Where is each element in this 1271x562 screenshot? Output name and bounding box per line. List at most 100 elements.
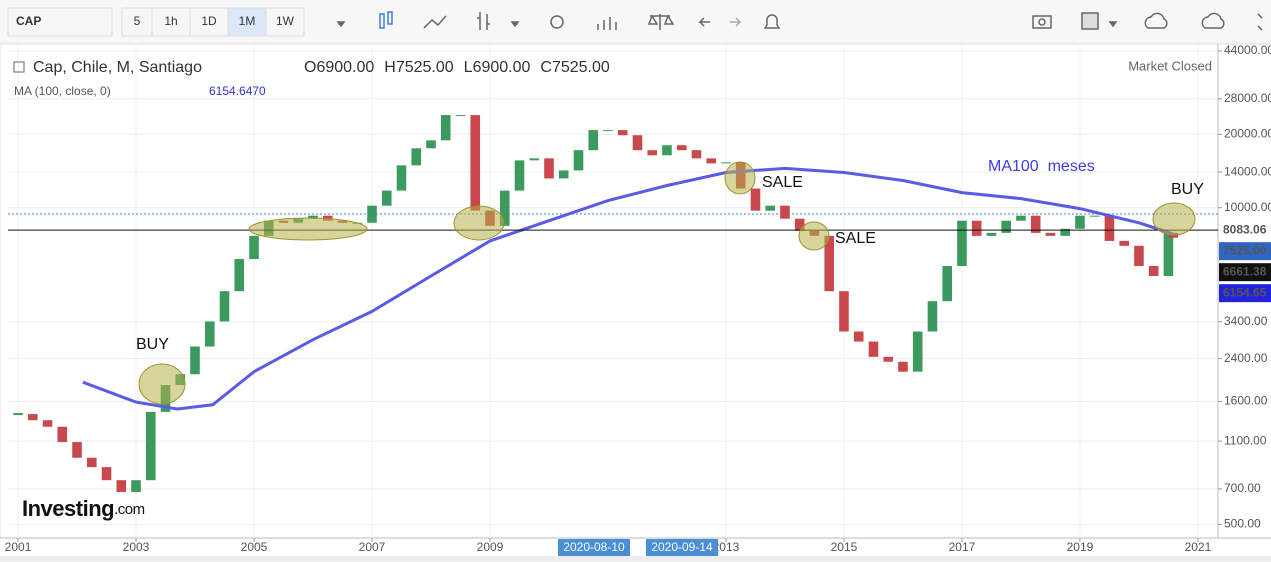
annotation: MA100 meses — [988, 158, 1095, 175]
ohlc-label: L6900.00 — [464, 59, 531, 76]
candle — [116, 480, 127, 492]
toolbar — [0, 0, 1271, 44]
candle — [1045, 232, 1056, 236]
candle — [588, 130, 599, 151]
interval[interactable]: 1W — [276, 14, 295, 28]
candle — [662, 145, 672, 156]
x-tick-label: 2017 — [949, 540, 976, 554]
candle — [780, 205, 790, 219]
x-tick-label: 2003 — [123, 540, 150, 554]
x-marker: 2020-09-14 — [651, 540, 713, 554]
y-tick-label: 1100.00 — [1224, 433, 1267, 447]
candle — [676, 145, 687, 151]
y-tick-label: 500.00 — [1224, 517, 1261, 531]
candle — [204, 321, 215, 347]
candle — [1016, 215, 1026, 221]
candle — [514, 160, 525, 191]
candle — [957, 220, 967, 267]
candle — [529, 158, 540, 161]
ohlc-label: O6900.00 — [304, 59, 374, 76]
candle — [367, 205, 377, 223]
candle — [1163, 232, 1174, 277]
candle — [145, 411, 156, 481]
y-tick-label: 20000.00 — [1224, 127, 1271, 141]
candle — [455, 115, 466, 117]
interval-active[interactable] — [228, 8, 266, 36]
candle — [1134, 245, 1144, 267]
candle — [27, 414, 38, 421]
brand-suffix: .com — [114, 501, 145, 518]
candle — [883, 356, 894, 362]
x-tick-label: 2015 — [831, 540, 858, 554]
candle — [617, 130, 628, 136]
ohlc-label: C7525.00 — [540, 59, 609, 76]
indicator-value: 6154.6470 — [209, 84, 266, 98]
price-label: 6661.38 — [1223, 264, 1267, 278]
candle — [794, 218, 805, 231]
candle — [573, 150, 584, 171]
candle — [839, 291, 849, 332]
price-label-box — [1219, 284, 1271, 303]
candle — [853, 331, 864, 342]
interval-box[interactable] — [265, 7, 305, 37]
candle — [381, 190, 392, 206]
candle — [411, 148, 422, 166]
candle — [470, 115, 481, 211]
interval[interactable]: 5 — [134, 14, 141, 28]
interval[interactable]: 1D — [201, 14, 217, 28]
annotation: SALE — [762, 174, 803, 191]
price-label-box — [1219, 263, 1271, 282]
y-tick-label: 1600.00 — [1224, 394, 1268, 408]
candle — [499, 190, 510, 226]
y-tick-label: 700.00 — [1224, 481, 1261, 495]
y-tick-label: 2400.00 — [1224, 351, 1268, 365]
price-label-box — [1219, 242, 1271, 261]
candle — [131, 480, 141, 492]
candle — [234, 259, 245, 292]
candle — [558, 170, 569, 179]
candle — [396, 165, 407, 191]
ma-line — [82, 166, 1174, 411]
annotation: BUY — [136, 336, 169, 353]
candle — [927, 301, 938, 332]
candle — [824, 235, 835, 292]
candle — [750, 188, 761, 211]
candle — [765, 205, 776, 211]
annotation: SALE — [835, 230, 876, 247]
x-tick-label: 2019 — [1067, 540, 1094, 554]
indicator-label: MA (100, close, 0) — [14, 84, 111, 98]
candle — [1119, 240, 1129, 246]
x-tick-label: 2007 — [359, 540, 386, 554]
toolbar-icons — [336, 11, 1263, 31]
candle — [986, 232, 997, 236]
market-status: Market Closed — [1128, 58, 1212, 73]
x-tick-label: 2005 — [241, 540, 268, 554]
y-tick-label: 28000.00 — [1224, 91, 1271, 105]
candle — [632, 135, 643, 151]
brand-name: Investing — [22, 496, 114, 521]
candle — [1001, 220, 1011, 233]
x-tick-label: 2009 — [477, 540, 504, 554]
x-marker: 2020-08-10 — [563, 540, 625, 554]
candle — [544, 158, 554, 179]
interval[interactable]: 1h — [164, 14, 177, 28]
brand: Investing.com — [22, 496, 145, 521]
symbol[interactable]: CAP — [16, 14, 41, 28]
candle — [42, 420, 53, 427]
symbol-box[interactable] — [7, 7, 113, 37]
candle — [1148, 266, 1159, 277]
candle — [72, 442, 82, 458]
x-tick-label: 2013 — [713, 540, 740, 554]
interval[interactable]: 1M — [239, 14, 256, 28]
candle — [603, 130, 613, 132]
candle — [721, 162, 731, 164]
x-tick-label: 2021 — [1185, 540, 1212, 554]
candle — [1075, 215, 1085, 229]
candle — [219, 291, 230, 322]
candle — [57, 426, 68, 443]
price-label: 7525.00 — [1223, 243, 1267, 257]
candle — [426, 140, 436, 149]
x-tick-label: 2001 — [5, 540, 32, 554]
